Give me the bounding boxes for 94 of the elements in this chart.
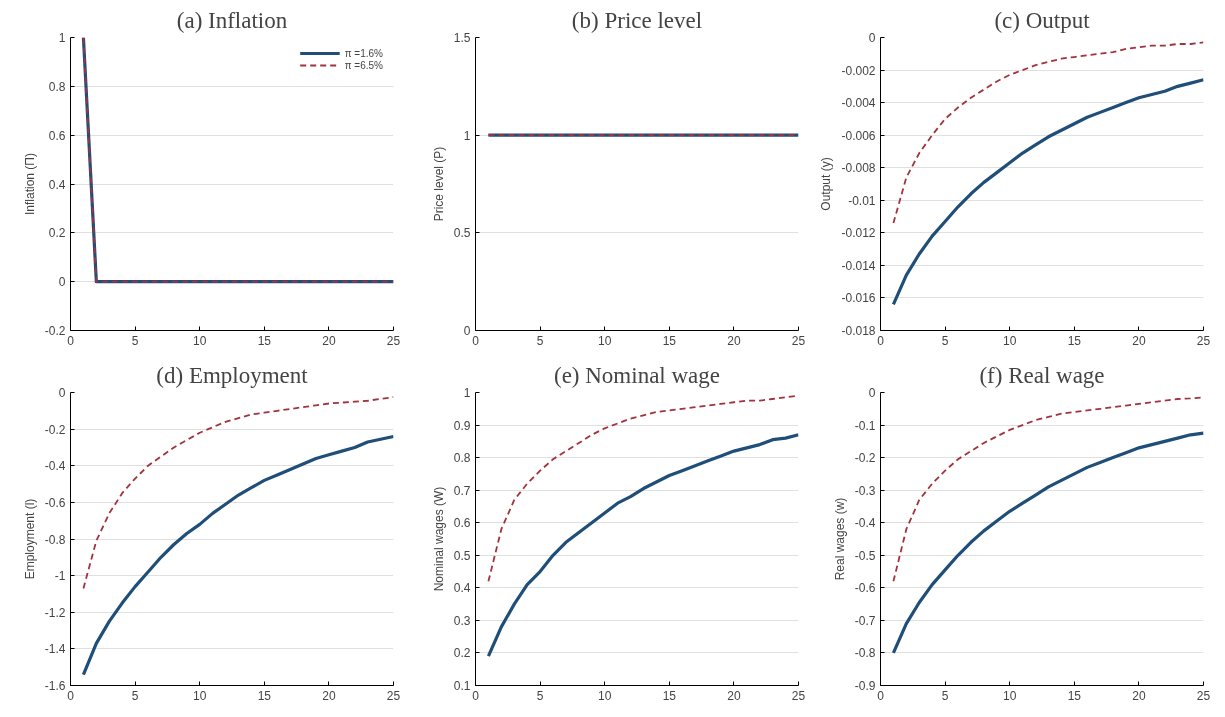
y-axis-title: Price level (P) [431, 146, 446, 222]
y-tick-label: -0.8 [44, 532, 66, 547]
y-axis-title: Employment (l) [22, 498, 37, 580]
x-tick-label: 15 [1067, 333, 1082, 348]
x-tick-label: 10 [193, 333, 207, 348]
legend-label: π =1.6% [344, 47, 383, 59]
y-axis-title: Inflation (Π) [22, 152, 37, 216]
y-tick-label: 0 [463, 324, 471, 338]
x-tick-label: 5 [131, 688, 139, 703]
y-tick-label: -0.1 [854, 418, 876, 433]
x-tick-label: 25 [1196, 688, 1211, 703]
y-tick-label: -0.2 [44, 324, 66, 338]
x-tick-label: 15 [1067, 688, 1082, 703]
x-tick-label: 25 [791, 688, 806, 703]
x-tick-label: 10 [1003, 333, 1017, 348]
x-tick-label: 25 [791, 333, 806, 348]
x-tick-label: 5 [536, 688, 544, 703]
x-tick-label: 5 [941, 333, 949, 348]
y-tick-label: 0.5 [453, 226, 471, 241]
x-tick-label: 10 [598, 688, 612, 703]
y-axis-title: Nominal wages (W) [431, 486, 446, 592]
chart-title: (c) Output [994, 7, 1091, 33]
y-tick-label: -1.6 [44, 679, 66, 693]
x-tick-label: 15 [662, 333, 677, 348]
chart-title: (b) Price level [571, 7, 703, 33]
y-tick-label: -0.2 [44, 422, 66, 437]
y-tick-label: -1 [54, 569, 66, 584]
y-tick-label: -0.6 [44, 495, 66, 510]
chart-title: (e) Nominal wage [553, 362, 721, 388]
x-tick-label: 20 [1132, 688, 1146, 703]
x-tick-label: 25 [386, 688, 401, 703]
y-tick-label: -0.018 [841, 324, 876, 338]
y-tick-label: 0.6 [48, 128, 66, 143]
y-tick-label: -0.016 [841, 291, 876, 306]
y-tick-label: -0.2 [854, 451, 876, 466]
y-tick-label: 0 [58, 275, 66, 290]
x-tick-label: 5 [131, 333, 139, 348]
y-tick-label: -0.008 [841, 161, 876, 176]
x-tick-label: 15 [257, 333, 272, 348]
y-tick-label: -0.5 [854, 548, 876, 563]
y-tick-label: 0.2 [48, 226, 66, 241]
y-tick-label: 0.5 [453, 548, 471, 563]
y-tick-label: -0.014 [841, 258, 876, 273]
y-tick-label: -0.8 [854, 646, 876, 661]
y-tick-label: 0 [868, 31, 876, 45]
y-tick-label: -1.2 [44, 605, 66, 620]
x-tick-label: 15 [662, 688, 677, 703]
x-tick-label: 15 [257, 688, 272, 703]
y-axis-title: Output (y) [819, 157, 834, 211]
y-tick-label: -0.4 [854, 516, 876, 531]
x-tick-label: 5 [536, 333, 544, 348]
x-tick-label: 20 [1132, 333, 1146, 348]
legend-label: π =6.5% [344, 59, 383, 71]
y-tick-label: -0.004 [841, 96, 876, 111]
y-axis-title: Real wages (w) [832, 497, 847, 581]
y-tick-label: 1.5 [453, 31, 471, 45]
x-tick-label: 10 [193, 688, 207, 703]
x-tick-label: 20 [727, 688, 741, 703]
y-tick-label: 0.8 [48, 79, 66, 94]
y-tick-label: 0 [58, 386, 66, 400]
y-tick-label: 0.4 [48, 177, 66, 192]
y-tick-label: 1 [58, 31, 66, 45]
y-tick-label: -0.3 [854, 483, 876, 498]
x-tick-label: 25 [386, 333, 401, 348]
y-tick-label: -0.7 [854, 613, 876, 628]
y-tick-label: -0.01 [848, 193, 876, 208]
chart-title: (a) Inflation [176, 7, 288, 33]
x-tick-label: 25 [1196, 333, 1211, 348]
y-tick-label: -0.006 [841, 128, 876, 143]
y-tick-label: 0.4 [453, 581, 471, 596]
x-tick-label: 20 [727, 333, 741, 348]
chart-title: (d) Employment [156, 362, 309, 388]
x-tick-label: 20 [322, 333, 336, 348]
y-tick-label: -0.4 [44, 459, 66, 474]
y-tick-label: 0.3 [453, 613, 471, 628]
x-tick-label: 20 [322, 688, 336, 703]
chart-title: (f) Real wage [979, 362, 1105, 388]
y-tick-label: -0.012 [841, 226, 876, 241]
y-tick-label: 1 [463, 386, 471, 400]
y-tick-label: 0.7 [453, 483, 471, 498]
y-tick-label: 0.6 [453, 516, 471, 531]
y-tick-label: 0.8 [453, 451, 471, 466]
y-tick-label: 0.2 [453, 646, 471, 661]
y-tick-label: -0.6 [854, 581, 876, 596]
y-tick-label: 0 [868, 386, 876, 400]
x-tick-label: 10 [598, 333, 612, 348]
y-tick-label: -1.4 [44, 642, 66, 657]
y-tick-label: 1 [463, 128, 471, 143]
y-tick-label: 0.1 [453, 679, 471, 693]
y-tick-label: -0.9 [854, 679, 876, 693]
x-tick-label: 10 [1003, 688, 1017, 703]
y-tick-label: -0.002 [841, 63, 876, 78]
y-tick-label: 0.9 [453, 418, 471, 433]
x-tick-label: 5 [941, 688, 949, 703]
